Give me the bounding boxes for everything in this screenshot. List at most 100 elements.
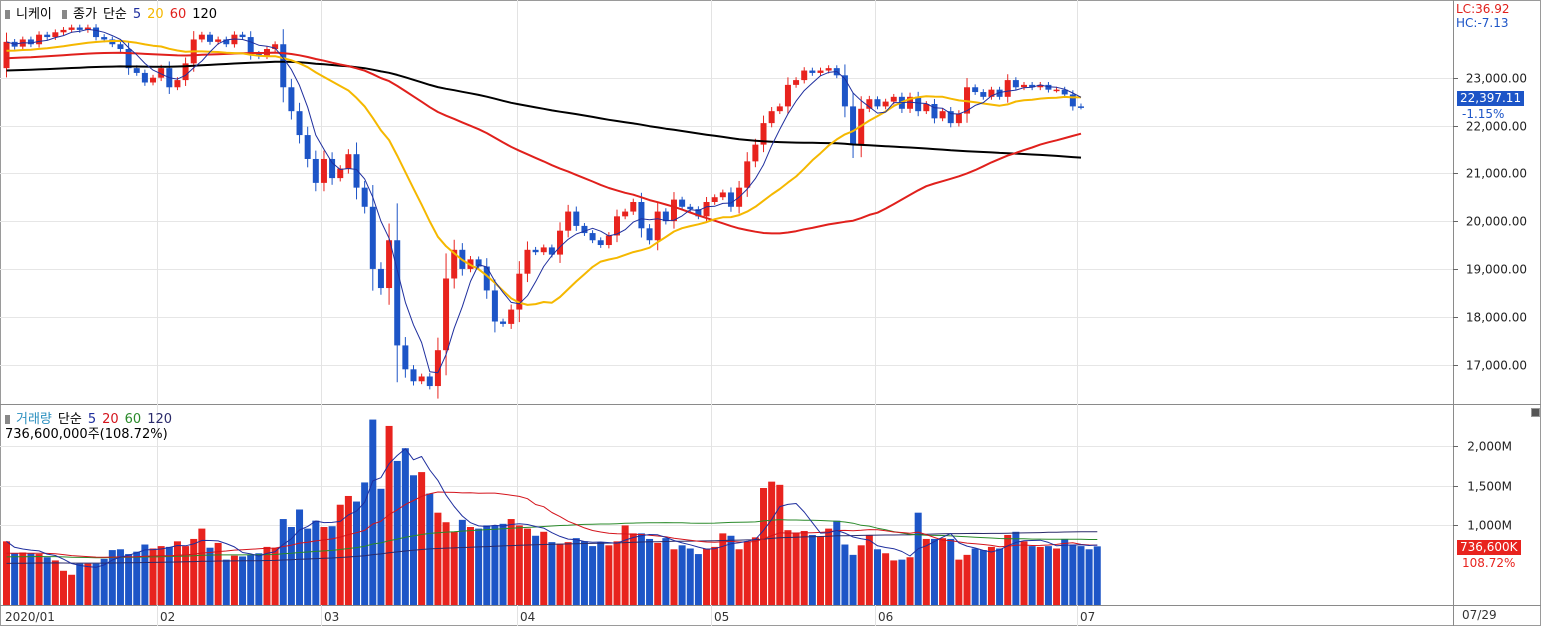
date-tick-label: 06: [878, 610, 893, 624]
candle-body: [329, 158, 336, 179]
ma120-line: [6, 60, 1082, 159]
volume-bar: [768, 481, 776, 605]
date-tick-label: 03: [324, 610, 339, 624]
volume-bar: [686, 548, 694, 605]
candle-body: [1029, 84, 1036, 88]
candle-body: [752, 144, 759, 162]
candle-body: [52, 32, 59, 38]
candle-body: [198, 34, 205, 40]
candle-body: [825, 68, 832, 71]
volume-bar: [784, 530, 792, 605]
candle-body: [320, 158, 327, 183]
volume-ma60-line: [6, 519, 1098, 559]
volume-bar: [1012, 531, 1020, 605]
volume-bar: [662, 538, 670, 605]
candle-body: [27, 39, 34, 45]
candle-body: [84, 27, 91, 30]
volume-bar: [841, 544, 849, 605]
candlestick-series: [3, 24, 1084, 399]
candle-body: [548, 247, 555, 255]
volume-bar: [621, 525, 629, 605]
candle-body: [101, 37, 108, 40]
candle-body: [841, 75, 848, 107]
volume-bar: [955, 559, 963, 605]
volume-bar: [727, 535, 735, 605]
candle-body: [1004, 80, 1011, 97]
volume-legend-ma5: 5: [87, 412, 97, 427]
candle-body: [158, 68, 165, 78]
candle-body: [304, 135, 311, 159]
volume-bar: [629, 533, 637, 605]
volume-bar: [833, 520, 841, 605]
volume-bar: [540, 531, 548, 605]
legend-ma5: 5: [132, 7, 142, 22]
candle-body: [654, 211, 661, 241]
volume-bar: [507, 519, 515, 605]
volume-bar: [19, 552, 27, 605]
volume-bar: [694, 554, 702, 605]
candle-body: [418, 376, 425, 382]
volume-current-value: 736,600,000주(108.72%): [5, 427, 168, 442]
volume-bar: [344, 495, 352, 605]
legend-ma60: 60: [169, 7, 187, 22]
legend-toggle-icon[interactable]: [5, 10, 10, 19]
candle-body: [874, 99, 881, 107]
volume-bar: [51, 560, 59, 605]
candle-body: [915, 96, 922, 112]
volume-legend-ma60: 60: [124, 412, 142, 427]
volume-bar: [670, 549, 678, 605]
volume-bar: [328, 526, 336, 605]
price-axis-ticks: 23,000.00 22,000.00 21,000.00 20,000.00 19,0…: [1453, 72, 1527, 373]
candle-body: [866, 99, 873, 109]
candle-body: [972, 87, 979, 93]
volume-bar: [353, 501, 361, 605]
candle-body: [353, 154, 360, 188]
candle-body: [125, 49, 132, 69]
price-tick-label: 20,000.00: [1466, 215, 1527, 229]
legend-toggle-icon[interactable]: [62, 10, 68, 19]
candle-body: [386, 240, 393, 289]
volume-bar: [76, 563, 84, 605]
collapse-panel-icon[interactable]: [1531, 408, 1540, 417]
volume-bar: [59, 570, 67, 605]
volume-legend-ma120: 120: [147, 412, 173, 427]
candle-body: [247, 37, 254, 54]
candle-body: [207, 34, 213, 42]
volume-bar: [133, 551, 141, 605]
candle-body: [890, 96, 897, 102]
volume-bar: [499, 523, 507, 605]
volume-bar: [979, 550, 987, 605]
candle-body: [1061, 89, 1068, 95]
candle-body: [223, 39, 230, 45]
candle-body: [174, 80, 181, 88]
candle-body: [581, 225, 588, 234]
volume-bar: [654, 542, 662, 605]
candle-body: [768, 111, 775, 124]
candle-body: [443, 278, 450, 351]
candle-body: [711, 197, 718, 202]
volume-bar: [947, 538, 955, 605]
volume-bar: [849, 554, 857, 605]
volume-bar: [548, 542, 556, 605]
candle-body: [679, 199, 686, 207]
candle-body: [638, 202, 645, 229]
legend-toggle-icon[interactable]: [5, 415, 10, 424]
volume-bar: [336, 504, 344, 605]
volume-ma20-line: [6, 491, 1098, 558]
candle-body: [646, 228, 653, 241]
current-volume-badge: 736,600K: [1457, 540, 1521, 555]
hc-label: HC:-7.13: [1456, 16, 1509, 30]
volume-bar: [141, 544, 149, 605]
candle-body: [475, 259, 482, 267]
date-tick-label: 05: [714, 610, 729, 624]
volume-bar: [597, 542, 605, 605]
volume-bar: [3, 541, 10, 605]
volume-legend-name: 거래량: [16, 412, 52, 427]
volume-bar: [971, 548, 979, 605]
candle-body: [605, 235, 612, 246]
volume-bar: [589, 546, 597, 605]
candle-body: [361, 187, 368, 207]
volume-bar: [906, 557, 914, 605]
price-tick-label: 18,000.00: [1466, 311, 1527, 325]
volume-pct-label: 108.72%: [1462, 556, 1516, 570]
